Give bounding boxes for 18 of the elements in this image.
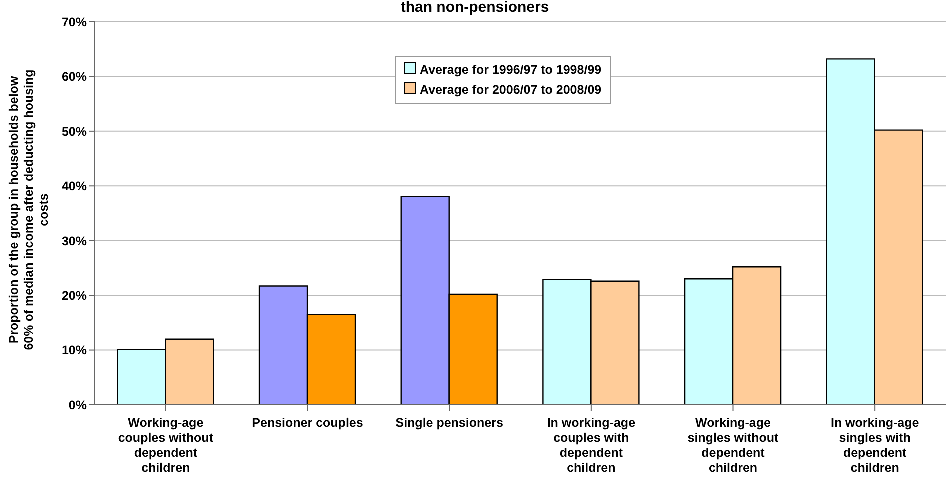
x-tick-label: Working-age couples without dependent children [118,416,214,475]
legend-label: Average for 2006/07 to 2008/09 [419,82,602,99]
y-tick-label: 70% [62,15,87,30]
y-tick-label: 10% [62,344,87,358]
y-tick-label: 0% [68,398,87,412]
x-tick-label: Working-age singles without dependent children [688,416,780,475]
y-tick-label: 50% [62,124,87,139]
x-tick-label: Single pensioners [396,416,504,430]
x-tick-label: Pensioner couples [252,416,364,430]
y-tick-label: 60% [62,70,87,84]
y-tick-label: 30% [62,234,87,248]
y-axis-title: Proportion of the group in households below 60% of median income after deducting housing costs [7,70,51,350]
x-tick-label: In working-age couples with dependent children [547,416,636,475]
y-tick-label: 40% [62,180,87,194]
x-tick-label: In working-age singles with dependent children [830,416,920,475]
y-tick-label: 20% [62,289,87,304]
legend-label: Average for 1996/97 to 1998/99 [419,62,602,79]
chart-title: than non-pensioners [400,0,550,16]
